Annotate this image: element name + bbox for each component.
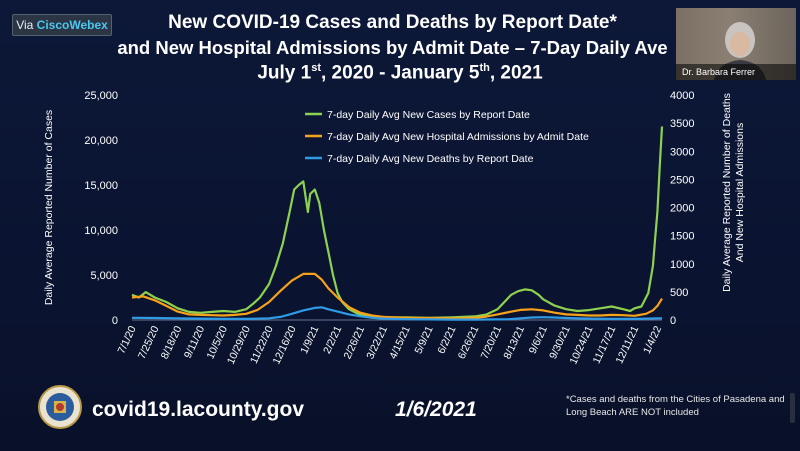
- x-tick-label: 6/2/21: [435, 324, 458, 356]
- x-tick-label: 9/11/20: [182, 324, 207, 360]
- x-tick-label: 3/22/21: [364, 324, 390, 361]
- y-tick-label: 10,000: [84, 225, 118, 237]
- footer-date: 1/6/2021: [395, 398, 477, 421]
- title-date-start: July 1: [257, 62, 312, 84]
- y2-tick-label: 500: [670, 287, 688, 299]
- webex-badge-prefix: Via: [16, 18, 34, 32]
- deaths-series-line: [131, 306, 662, 321]
- x-tick-label: 7/25/20: [136, 324, 162, 361]
- y2-tick-label: 4000: [670, 90, 694, 102]
- title-sup-th: th: [479, 62, 490, 74]
- x-tick-label: 4/15/21: [387, 324, 413, 361]
- slide-title-line2: and New Hospital Admissions by Admit Dat…: [117, 37, 668, 58]
- x-tick-label: 2/26/21: [341, 324, 367, 361]
- legend-deaths-label: 7-day Daily Avg New Deaths by Report Dat…: [327, 153, 534, 165]
- cases-series-line: [131, 126, 664, 319]
- legend-admissions-label: 7-day Daily Avg New Hospital Admissions …: [327, 131, 589, 143]
- y2-tick-label: 1000: [670, 259, 694, 271]
- y-tick-label: 15,000: [84, 180, 118, 192]
- x-tick-label: 7/20/21: [479, 324, 505, 361]
- y-tick-label: 0: [112, 315, 118, 327]
- participant-name: Dr. Barbara Ferrer: [676, 64, 796, 80]
- scrollbar[interactable]: [790, 393, 795, 423]
- x-tick-label: 6/26/21: [456, 324, 482, 361]
- title-sup-st: st: [311, 62, 321, 74]
- la-county-seal-icon: [38, 385, 82, 429]
- x-tick-label: 10/5/20: [204, 324, 230, 361]
- covid-line-chart: 0 5,000 10,000 15,000 20,000 25,000 0 500 1000 15…: [43, 90, 746, 366]
- x-tick-label: 8/13/21: [501, 324, 527, 361]
- y2-tick-label: 3000: [670, 146, 694, 158]
- y2-tick-label: 0: [670, 315, 676, 327]
- y2-tick-label: 2000: [670, 203, 694, 215]
- webex-badge: Via CiscoWebex: [12, 14, 112, 36]
- y-tick-label: 25,000: [84, 90, 118, 102]
- x-tick-label: 9/30/21: [547, 324, 573, 361]
- participant-video[interactable]: Dr. Barbara Ferrer: [676, 8, 796, 80]
- y2-axis-label-line1: Daily Average Reported Number of Deaths: [721, 93, 733, 292]
- x-tick-label: 1/9/21: [298, 324, 321, 356]
- slide-title-line1: New COVID-19 Cases and Deaths by Report …: [168, 12, 617, 33]
- y2-tick-label: 2500: [670, 174, 694, 186]
- x-tick-label: 5/9/21: [412, 324, 435, 356]
- x-tick-label: 9/6/21: [527, 324, 550, 356]
- admissions-series-line: [131, 272, 663, 320]
- x-tick-label: 7/1/20: [116, 324, 139, 356]
- slide-title-line3: July 1st, 2020 - January 5th, 2021: [120, 62, 680, 84]
- y-tick-label: 5,000: [90, 270, 118, 282]
- x-tick-label: 1/4/22: [641, 324, 664, 356]
- legend-cases-label: 7-day Daily Avg New Cases by Report Date: [327, 109, 530, 121]
- x-tick-label: 8/18/20: [159, 324, 185, 361]
- y2-axis-label-line2: And New Hospital Admissions: [734, 123, 746, 262]
- title-date-end: , 2021: [489, 62, 543, 84]
- footer-url: covid19.lacounty.gov: [92, 398, 304, 421]
- x-tick-label: 2/2/21: [321, 324, 344, 356]
- y-tick-label: 20,000: [84, 135, 118, 147]
- y2-tick-label: 1500: [670, 231, 694, 243]
- title-date-mid: , 2020 - January 5: [321, 62, 480, 84]
- webex-badge-brand: CiscoWebex: [36, 18, 108, 32]
- footnote: *Cases and deaths from the Cities of Pas…: [566, 394, 785, 418]
- y2-tick-label: 3500: [670, 118, 694, 130]
- y-axis-label: Daily Average Reported Number of Cases: [43, 110, 55, 305]
